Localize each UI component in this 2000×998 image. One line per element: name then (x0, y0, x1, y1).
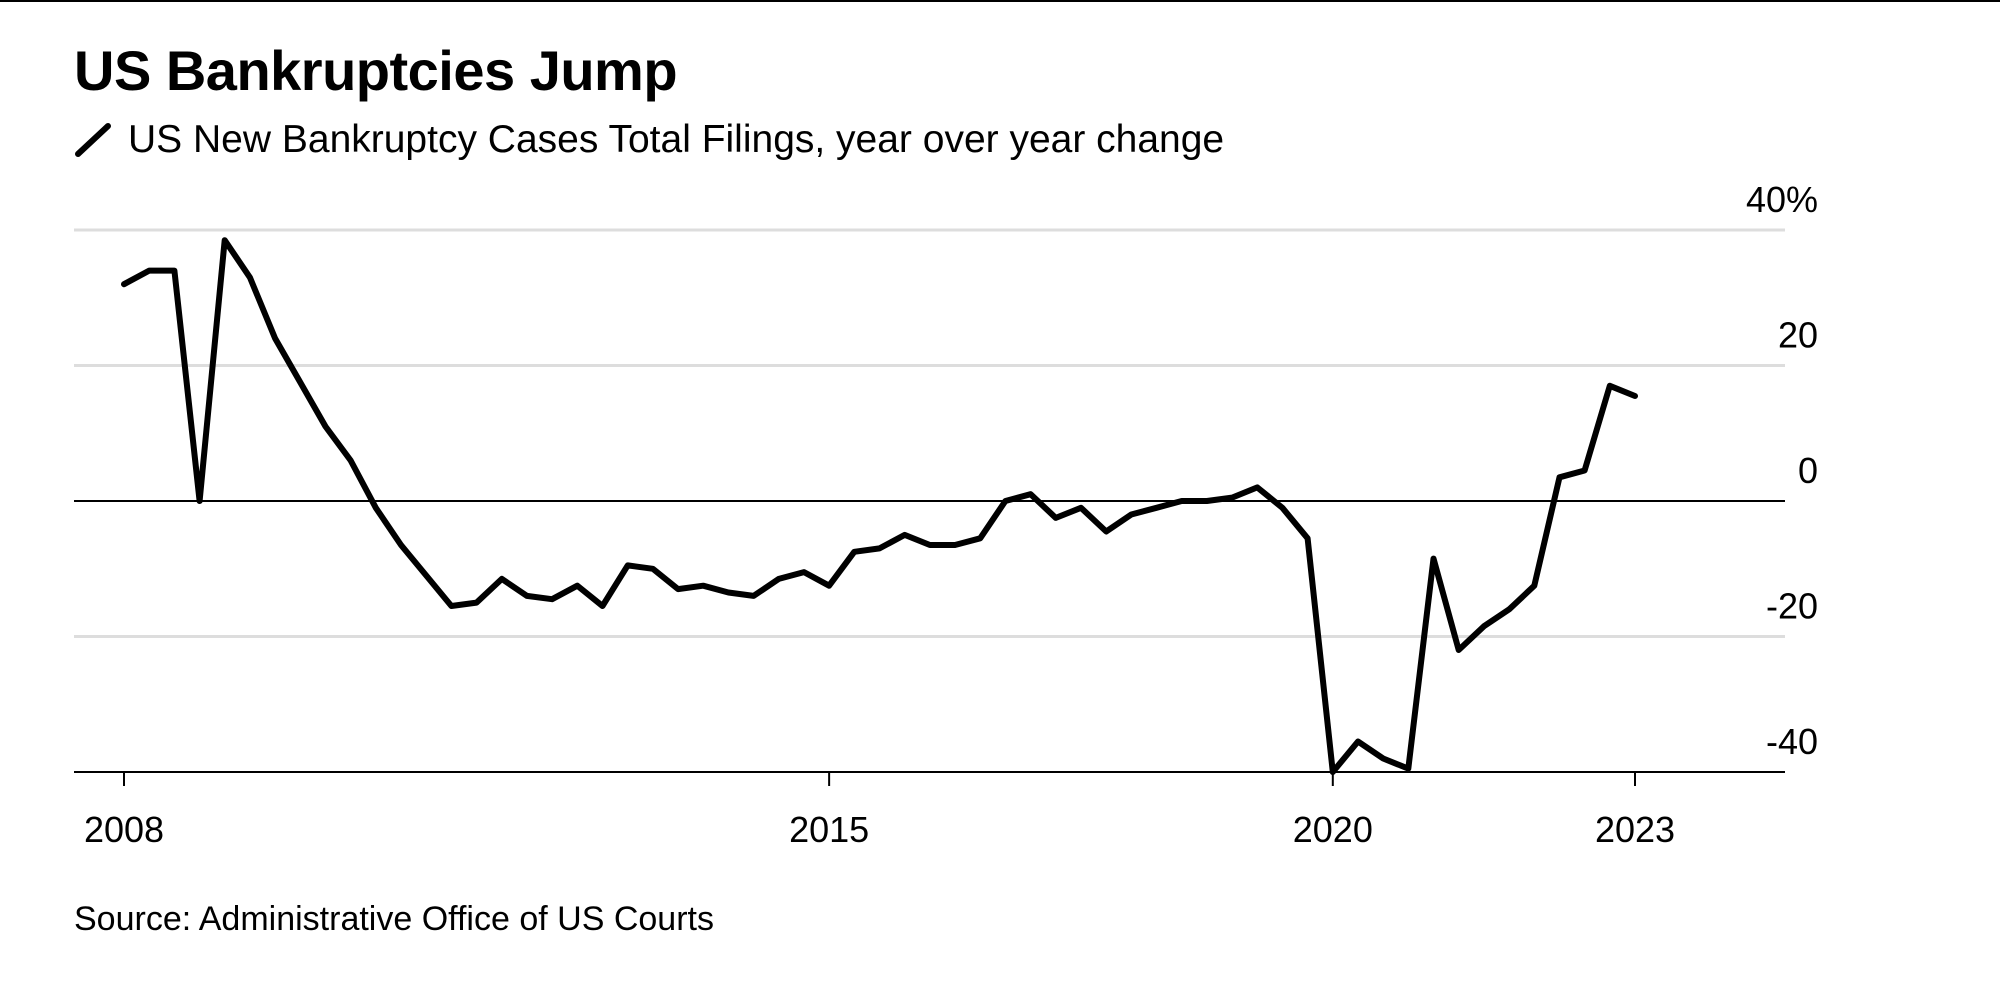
legend-line-swatch (75, 123, 111, 157)
x-tick-label: 2008 (84, 809, 164, 850)
legend-label: US New Bankruptcy Cases Total Filings, y… (128, 118, 1225, 161)
y-tick-label: -20 (1766, 586, 1818, 627)
x-tick-label: 2015 (789, 809, 869, 850)
legend: US New Bankruptcy Cases Total Filings, y… (74, 118, 1224, 162)
top-border (0, 0, 2000, 2)
y-tick-label: -40 (1766, 721, 1818, 762)
source-note: Source: Administrative Office of US Cour… (74, 900, 714, 938)
y-tick-label: 40% (1746, 179, 1818, 220)
x-tick-label: 2023 (1595, 809, 1675, 850)
x-tick-label: 2020 (1293, 809, 1373, 850)
chart-title: US Bankruptcies Jump (74, 39, 678, 102)
y-tick-label: 0 (1798, 450, 1818, 491)
series-line (121, 237, 1638, 775)
y-tick-label: 20 (1778, 315, 1818, 356)
